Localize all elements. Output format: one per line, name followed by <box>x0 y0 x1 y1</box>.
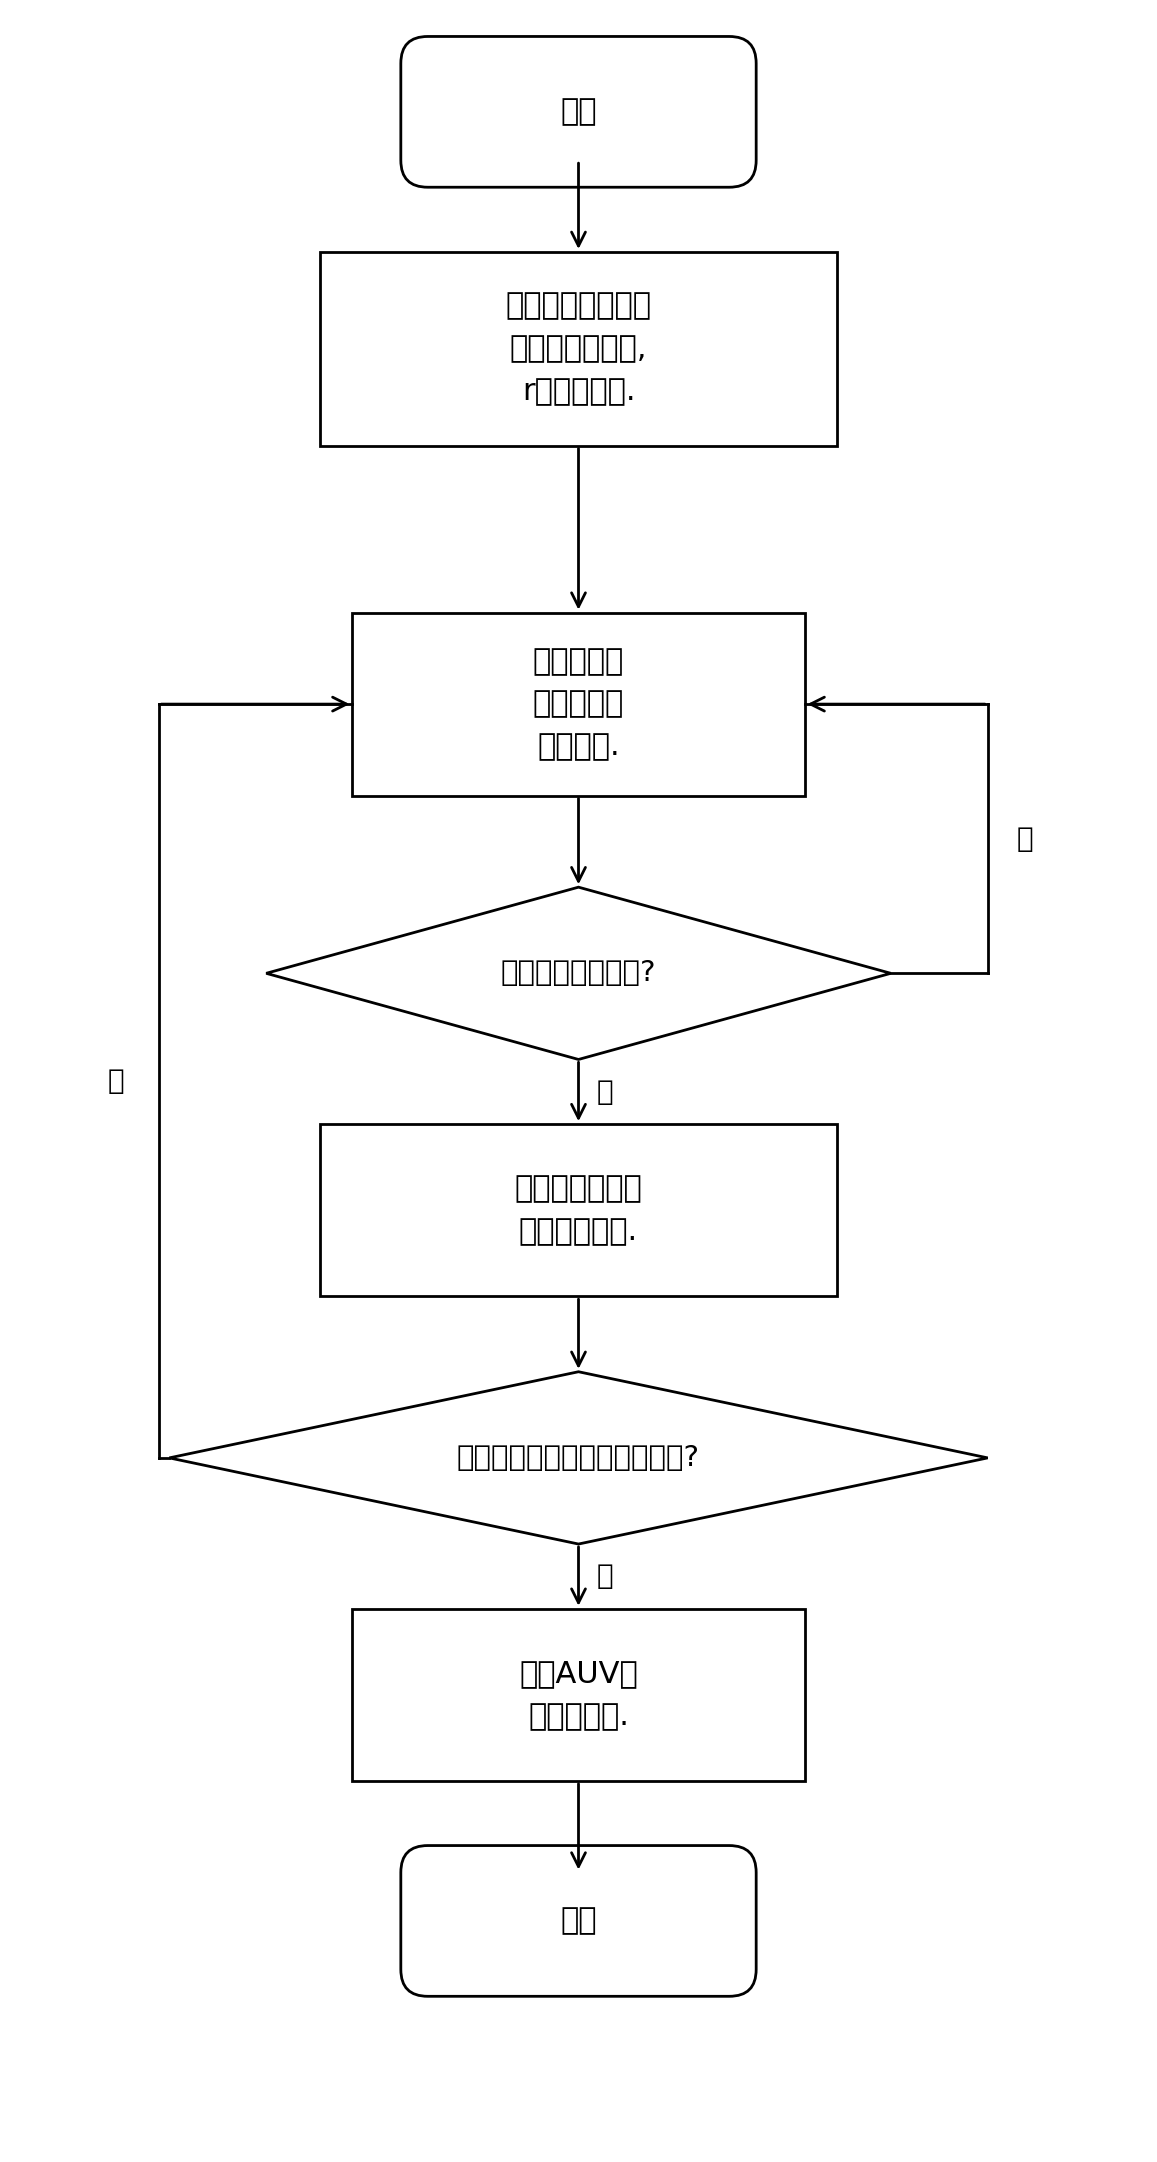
FancyBboxPatch shape <box>400 37 757 188</box>
Text: 开始: 开始 <box>560 97 597 125</box>
Text: 获取AUV时
间最优航路.: 获取AUV时 间最优航路. <box>519 1658 638 1732</box>
Text: 结束: 结束 <box>560 1907 597 1935</box>
Bar <box>353 1609 804 1781</box>
Text: 依据修改的
水平集方程
进行演化.: 依据修改的 水平集方程 进行演化. <box>533 646 624 761</box>
Text: 是: 是 <box>597 1079 613 1105</box>
Text: 是: 是 <box>597 1563 613 1591</box>
Bar <box>320 251 837 445</box>
Text: 否: 否 <box>1017 824 1033 852</box>
Text: 重构符号距离函
数和窄带宽度.: 重构符号距离函 数和窄带宽度. <box>515 1174 642 1245</box>
Text: 所有零水平集是否到达目标点?: 所有零水平集是否到达目标点? <box>457 1444 700 1472</box>
Bar <box>320 1124 837 1297</box>
Polygon shape <box>266 886 891 1059</box>
Polygon shape <box>169 1371 988 1544</box>
Bar <box>353 612 804 796</box>
Text: 是否到达窄带边缘?: 是否到达窄带边缘? <box>501 960 656 988</box>
FancyBboxPatch shape <box>400 1846 757 1996</box>
Text: 否: 否 <box>108 1068 124 1094</box>
Text: 初始化水平集函数
为以起点为圆心,
r为半径的圆.: 初始化水平集函数 为以起点为圆心, r为半径的圆. <box>506 292 651 406</box>
